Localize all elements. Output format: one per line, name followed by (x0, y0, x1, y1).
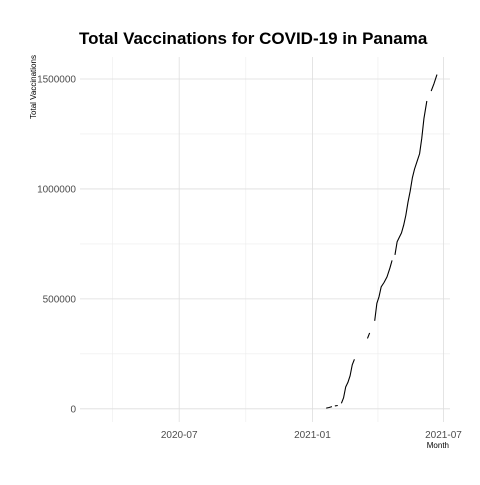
series-line-segment (326, 407, 332, 409)
series-line-segment (367, 333, 369, 339)
series-line-segment (375, 260, 392, 320)
y-tick-label: 500000 (43, 294, 77, 305)
x-axis-label: Month (427, 441, 449, 450)
grid-layer (80, 57, 450, 422)
y-tick-label: 0 (70, 404, 76, 415)
series-line-segment (431, 75, 437, 91)
x-tick-label: 2021-07 (425, 430, 462, 441)
tick-layer: 2020-07 2021-01 2021-07 0 500000 1000000 15000… (37, 74, 462, 441)
chart-title: Total Vaccinations for COVID-19 in Panam… (79, 29, 428, 48)
y-tick-label: 1500000 (37, 74, 76, 85)
series-line-segment (395, 101, 427, 255)
series-line-segment (341, 359, 354, 403)
y-axis-label: Total Vaccinations (29, 55, 38, 119)
line-layer (326, 75, 437, 409)
y-tick-label: 1000000 (37, 184, 76, 195)
x-tick-label: 2021-01 (294, 430, 331, 441)
x-tick-label: 2020-07 (161, 430, 198, 441)
